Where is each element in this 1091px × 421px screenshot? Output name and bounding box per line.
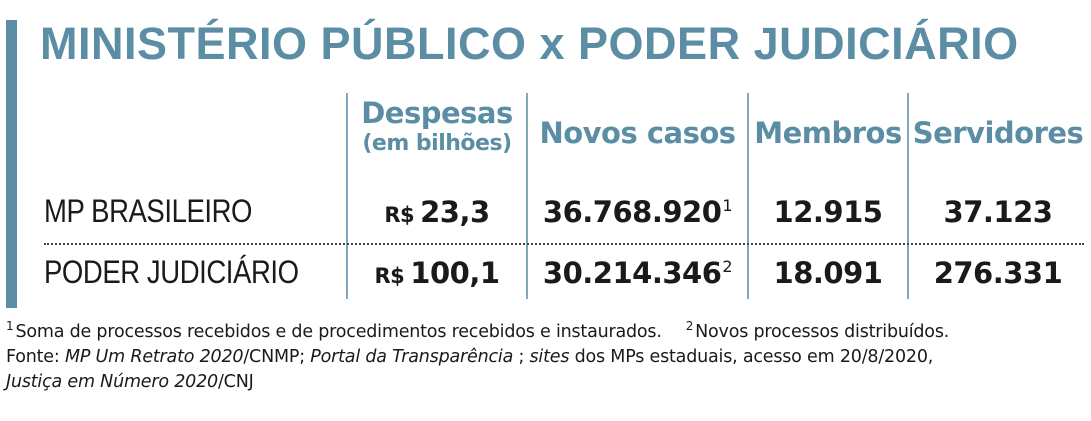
header-despesas: Despesas (em bilhões) [348, 96, 526, 158]
header-membros-label: Membros [754, 116, 902, 150]
source-portal: Portal da Transparência [310, 346, 514, 367]
accent-bar [6, 20, 17, 308]
header-novos-casos-label: Novos casos [539, 116, 736, 150]
source-cnmp: /CNMP; [243, 346, 311, 367]
cell-judiciario-membros: 18.091 [773, 256, 883, 290]
cell-judiciario-novos-casos: 30.214.3462 [528, 256, 747, 290]
header-servidores: Servidores [909, 116, 1087, 150]
column-divider [346, 93, 348, 299]
header-despesas-sublabel: (em bilhões) [362, 131, 512, 156]
source-line: Justiça em Número 2020/CNJ [6, 370, 1086, 395]
header-novos-casos: Novos casos [528, 116, 747, 150]
row-label-mp: MP BRASILEIRO [44, 193, 253, 229]
source-mp-retrato: MP Um Retrato 2020 [64, 346, 244, 367]
footnote-marker: 2 [722, 257, 733, 277]
source-separator: ; [513, 346, 530, 367]
footnote-marker: 2 [685, 319, 694, 333]
source-sites: sites [529, 346, 570, 367]
cell-judiciario-despesas: R$ 100,1 [348, 256, 526, 290]
cell-mp-servidores: 37.123 [943, 195, 1053, 229]
source-justica: Justiça em Número 2020 [6, 371, 218, 392]
cell-mp-despesas: R$ 23,3 [348, 195, 526, 229]
footnote-line: 1 Soma de processos recebidos e de proced… [6, 314, 1086, 345]
source-cnj: /CNJ [217, 371, 254, 392]
novos-casos-value: 30.214.346 [542, 256, 722, 290]
row-separator [44, 243, 1084, 245]
currency-label: R$ [384, 203, 415, 227]
header-membros: Membros [749, 116, 907, 150]
novos-casos-value: 36.768.920 [542, 195, 722, 229]
header-servidores-label: Servidores [912, 116, 1084, 150]
cell-judiciario-servidores: 276.331 [933, 256, 1063, 290]
source-line: Fonte: MP Um Retrato 2020/CNMP; Portal d… [6, 345, 1086, 370]
despesas-value: 23,3 [420, 195, 490, 229]
despesas-value: 100,1 [410, 256, 500, 290]
source-prefix: Fonte: [6, 346, 65, 367]
footnotes: 1 Soma de processos recebidos e de proced… [6, 314, 1086, 395]
column-divider [747, 93, 749, 299]
header-despesas-label: Despesas [361, 96, 513, 130]
currency-label: R$ [374, 264, 405, 288]
chart-title: MINISTÉRIO PÚBLICO x PODER JUDICIÁRIO [40, 18, 1019, 69]
footnote-marker: 1 [6, 319, 14, 333]
footnote-2-text: Novos processos distribuídos. [695, 321, 950, 342]
footnote-marker: 1 [722, 196, 733, 216]
row-label-judiciario: PODER JUDICIÁRIO [44, 254, 299, 290]
cell-mp-membros: 12.915 [773, 195, 883, 229]
source-mps: dos MPs estaduais, acesso em 20/8/2020, [569, 346, 934, 367]
column-divider [526, 93, 528, 299]
cell-mp-novos-casos: 36.768.9201 [528, 195, 747, 229]
footnote-1-text: Soma de processos recebidos e de procedi… [15, 321, 662, 342]
column-divider [907, 93, 909, 299]
